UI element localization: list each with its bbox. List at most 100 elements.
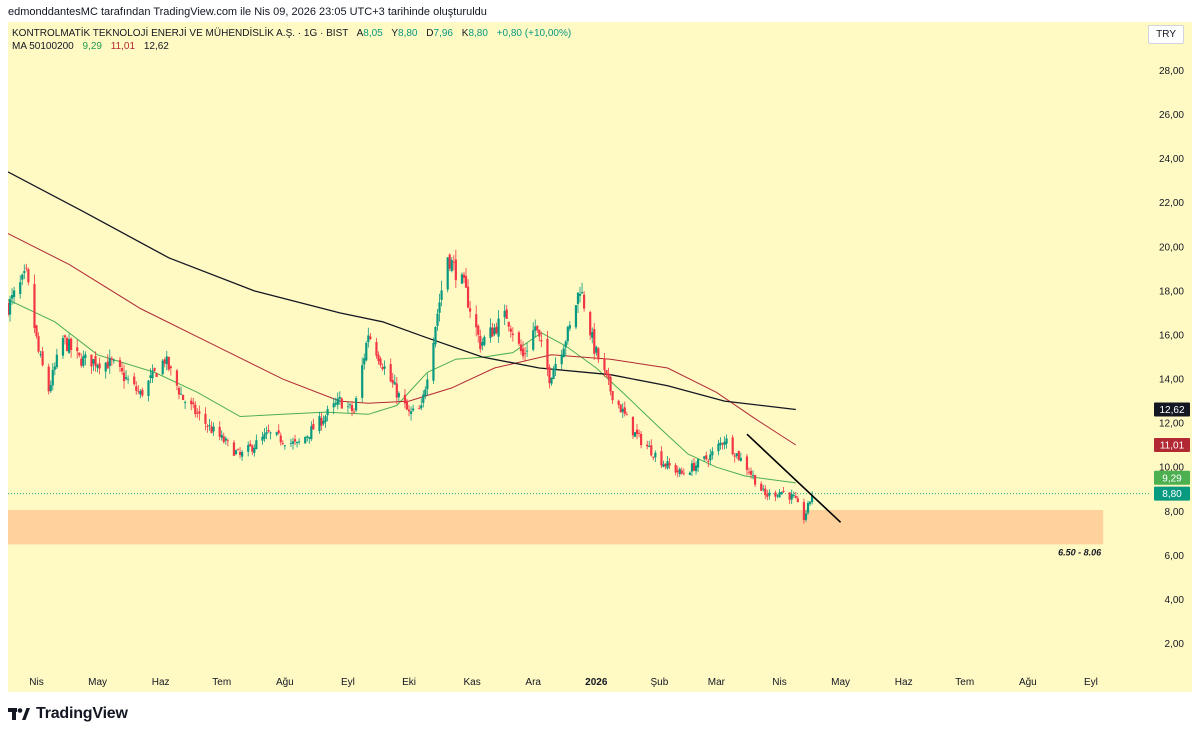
candle-body (479, 335, 482, 350)
candle-body (768, 492, 771, 496)
candle-body (135, 386, 138, 391)
candle-body (163, 359, 166, 364)
x-tick-label: Nis (772, 677, 786, 688)
candle-body (751, 475, 755, 476)
candle-body (654, 452, 657, 458)
candle-body (206, 426, 209, 428)
candle-body (780, 491, 783, 494)
y-tick-label: 22,00 (1159, 198, 1184, 209)
candle-body (507, 321, 510, 327)
candle-body (505, 309, 508, 319)
candle-body (192, 402, 195, 405)
candle-body (118, 359, 122, 367)
candle-body (340, 398, 343, 409)
candle-body (619, 404, 622, 413)
candle-body (255, 440, 258, 450)
candle-body (96, 365, 99, 368)
candle-body (489, 327, 492, 339)
x-tick-label: Haz (152, 677, 170, 688)
candle-body (666, 460, 669, 469)
candle-body (122, 372, 126, 382)
candle-body (403, 394, 407, 404)
candle-body (635, 429, 639, 435)
y-tick-label: 26,00 (1159, 110, 1184, 121)
candle-body (597, 348, 600, 360)
candle-body (78, 352, 81, 356)
candle-body (365, 343, 368, 361)
candle-body (731, 437, 734, 455)
tradingview-logo-icon (8, 708, 30, 720)
candle-body (760, 483, 763, 491)
candle-body (234, 450, 238, 454)
candle-body (582, 294, 586, 309)
candle-body (806, 503, 810, 513)
ohlc-close-label: K (461, 28, 469, 39)
candle-body (648, 446, 651, 448)
candle-body (688, 472, 692, 476)
support-zone-label: 6.50 - 8.06 (1058, 547, 1102, 557)
candle-body (495, 326, 498, 334)
candle-body (84, 354, 87, 358)
candle-body (306, 436, 309, 438)
candle-body (51, 369, 54, 386)
price-chart[interactable]: 6.50 - 8.06 2,00 4,00 6,00 8,00 10,00 12,00 14,… (8, 22, 1192, 692)
candle-body (788, 492, 791, 500)
candle-body (267, 429, 270, 432)
candle-body (680, 470, 683, 474)
candle-body (546, 338, 549, 369)
candle-body (483, 336, 486, 345)
candle-body (709, 454, 712, 461)
candle-body (523, 353, 527, 355)
candle-body (184, 402, 187, 404)
candle-body (110, 358, 113, 360)
candle-body (175, 370, 179, 386)
candle-body (194, 404, 197, 415)
x-tick-label: Tem (212, 677, 231, 688)
candle-body (534, 326, 537, 331)
candle-body (560, 354, 563, 365)
candle-body (263, 433, 266, 439)
currency-button[interactable]: TRY (1148, 25, 1184, 44)
candle-body (792, 495, 795, 496)
candle-body (595, 346, 598, 353)
candle-body (346, 406, 350, 408)
ma50-price-badge: 9,29 (1162, 473, 1182, 484)
candle-body (538, 329, 541, 337)
candle-body (521, 348, 525, 357)
candle-body (279, 435, 282, 443)
ma100-price-badge: 11,01 (1160, 440, 1185, 451)
candle-body (609, 376, 612, 392)
candle-body (92, 359, 95, 364)
candle-body (369, 336, 372, 339)
candle-body (139, 391, 142, 395)
ohlc-open-label: A (356, 28, 364, 39)
candle-body (226, 440, 229, 442)
chart-frame[interactable]: 6.50 - 8.06 2,00 4,00 6,00 8,00 10,00 12,00 14,… (8, 22, 1192, 692)
candle-body (580, 292, 584, 294)
candle-body (525, 350, 529, 352)
candle-body (422, 394, 425, 403)
candle-body (426, 379, 429, 390)
x-tick-label: Ağu (276, 677, 294, 688)
ma-indicator-label[interactable]: MA 50100200 (12, 41, 74, 52)
candle-body (261, 436, 264, 441)
x-tick-label: 2026 (585, 677, 608, 688)
candle-body (320, 417, 323, 426)
candle-body (240, 451, 244, 457)
candle-body (204, 413, 207, 424)
candle-body (411, 408, 415, 411)
candle-body (21, 274, 24, 280)
candle-body (434, 326, 437, 345)
candle-body (379, 358, 382, 366)
candle-body (324, 416, 327, 423)
candle-body (352, 411, 356, 413)
candle-body (491, 327, 494, 337)
candle-body (354, 398, 358, 411)
candle-body (405, 400, 409, 410)
candle-body (764, 488, 767, 496)
candle-body (295, 441, 299, 444)
candle-body (393, 382, 396, 385)
chart-legend: KONTROLMATİK TEKNOLOJİ ENERJİ VE MÜHENDİ… (12, 27, 571, 53)
candle-body (633, 432, 637, 437)
candle-body (283, 445, 286, 447)
